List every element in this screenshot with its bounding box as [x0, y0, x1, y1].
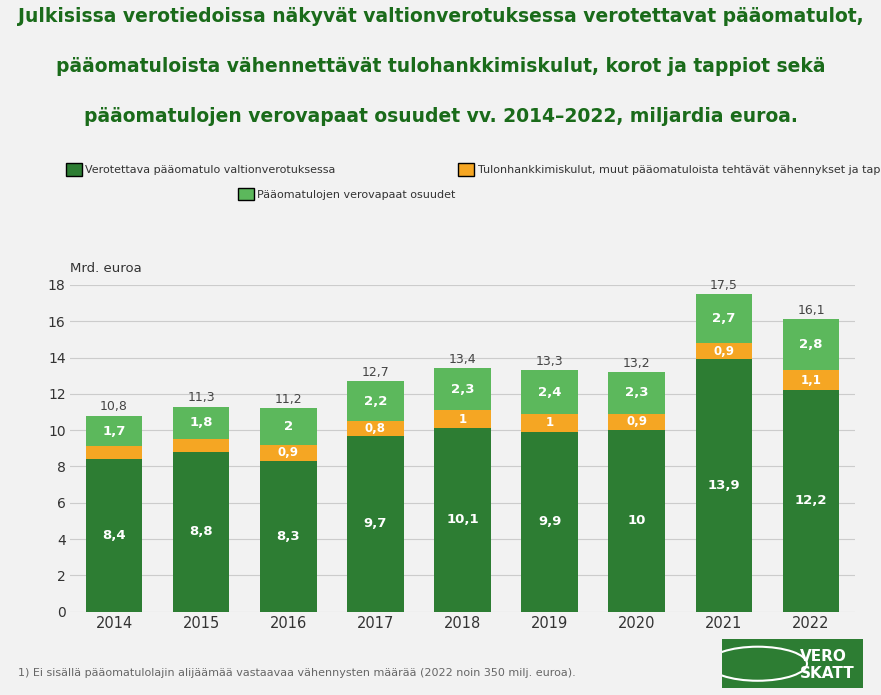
Bar	[522, 432, 578, 612]
Bar	[609, 372, 665, 414]
Text: 11,3: 11,3	[188, 391, 215, 404]
Text: 13,9: 13,9	[707, 479, 740, 492]
Bar	[609, 414, 665, 430]
Text: 2,2: 2,2	[364, 395, 387, 407]
Bar	[782, 370, 840, 390]
Bar	[522, 414, 578, 432]
Text: 13,4: 13,4	[448, 353, 477, 366]
Text: 2: 2	[284, 420, 292, 433]
Bar	[173, 407, 229, 439]
Text: 13,3: 13,3	[536, 355, 564, 368]
Bar	[173, 439, 229, 452]
Bar	[434, 368, 491, 410]
Bar	[347, 436, 403, 612]
Text: Mrd. euroa: Mrd. euroa	[70, 261, 142, 275]
Bar	[782, 320, 840, 370]
Text: 1: 1	[545, 416, 554, 430]
Bar	[85, 446, 143, 459]
Text: 12,2: 12,2	[795, 494, 827, 507]
Bar	[173, 452, 229, 612]
Text: 1) Ei sisällä pääomatulolajin alijäämää vastaavaa vähennysten määrää (2022 noin : 1) Ei sisällä pääomatulolajin alijäämää …	[18, 668, 575, 678]
Text: 2,3: 2,3	[625, 386, 648, 400]
Text: 0,9: 0,9	[714, 345, 735, 358]
Text: 10,8: 10,8	[100, 400, 128, 414]
Text: Julkisissa verotiedoissa näkyvät valtionverotuksessa verotettavat pääomatulot,: Julkisissa verotiedoissa näkyvät valtion…	[18, 7, 863, 26]
Text: 1,8: 1,8	[189, 416, 213, 430]
Text: 11,2: 11,2	[275, 393, 302, 406]
Text: 10: 10	[627, 514, 646, 528]
Bar	[696, 343, 752, 359]
Text: 17,5: 17,5	[710, 279, 737, 292]
Bar	[696, 294, 752, 343]
Bar	[434, 428, 491, 612]
Bar	[260, 445, 316, 461]
Bar	[347, 421, 403, 436]
Text: 1,1: 1,1	[801, 374, 821, 386]
Bar	[347, 381, 403, 421]
Text: 8,4: 8,4	[102, 529, 126, 542]
Text: 0,9: 0,9	[278, 446, 299, 459]
Text: 12,7: 12,7	[361, 366, 389, 379]
Bar	[85, 416, 143, 446]
Text: 2,8: 2,8	[799, 338, 823, 352]
Text: SKATT: SKATT	[800, 666, 855, 681]
Bar	[434, 410, 491, 428]
Text: Tulonhankkimiskulut, muut pääomatuloista tehtävät vähennykset ja tappiot 1): Tulonhankkimiskulut, muut pääomatuloista…	[478, 165, 881, 175]
Text: Pääomatulojen verovapaat osuudet: Pääomatulojen verovapaat osuudet	[257, 190, 455, 199]
Bar	[260, 409, 316, 445]
Text: 13,2: 13,2	[623, 357, 650, 370]
Text: 8,3: 8,3	[277, 530, 300, 543]
Bar	[85, 459, 143, 612]
Text: 1: 1	[458, 413, 467, 426]
Bar	[609, 430, 665, 612]
Bar	[782, 390, 840, 612]
Text: Verotettava pääomatulo valtionverotuksessa: Verotettava pääomatulo valtionverotukses…	[85, 165, 336, 175]
Text: 0,9: 0,9	[626, 416, 648, 428]
Text: 1,7: 1,7	[102, 425, 126, 438]
Text: 9,9: 9,9	[538, 515, 561, 528]
Bar	[522, 370, 578, 414]
Text: 8,8: 8,8	[189, 525, 213, 538]
Bar	[696, 359, 752, 612]
Bar	[260, 461, 316, 612]
Text: 2,3: 2,3	[451, 383, 474, 395]
Text: 16,1: 16,1	[797, 304, 825, 317]
Text: pääomatulojen verovapaat osuudet vv. 2014–2022, miljardia euroa.: pääomatulojen verovapaat osuudet vv. 201…	[84, 107, 797, 126]
Text: 2,7: 2,7	[712, 312, 736, 325]
Text: 10,1: 10,1	[446, 514, 479, 526]
Text: 9,7: 9,7	[364, 517, 387, 530]
Text: 2,4: 2,4	[538, 386, 561, 398]
Text: pääomatuloista vähennettävät tulohankkimiskulut, korot ja tappiot sekä: pääomatuloista vähennettävät tulohankkim…	[56, 57, 825, 76]
Text: 0,8: 0,8	[365, 422, 386, 435]
Text: VERO: VERO	[800, 649, 847, 664]
